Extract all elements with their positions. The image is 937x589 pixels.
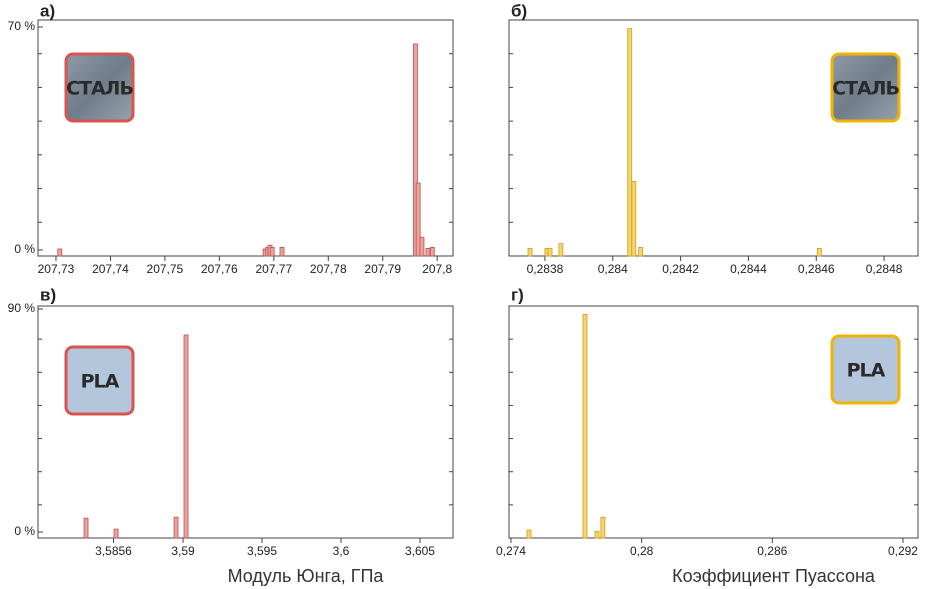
bar xyxy=(173,516,179,539)
panel-label: г) xyxy=(511,285,524,304)
x-tick-label: 3,6 xyxy=(333,544,350,558)
badge-label: СТАЛЬ xyxy=(832,78,899,100)
y-tick-label: 0 % xyxy=(14,524,35,538)
x-tick-label: 0,2844 xyxy=(730,262,767,276)
y-tick-label: 70 % xyxy=(8,19,36,33)
bar xyxy=(631,181,637,257)
bar xyxy=(279,247,285,257)
material-badge xyxy=(64,52,135,123)
plot-frame xyxy=(508,19,919,257)
x-tick-label: 0,284 xyxy=(598,262,628,276)
bar xyxy=(526,529,532,539)
x-axis-label: Модуль Юнга, ГПа xyxy=(228,566,385,586)
badge-label: PLA xyxy=(81,371,120,393)
x-tick-label: 0,2848 xyxy=(866,262,903,276)
bar xyxy=(594,530,600,539)
bar xyxy=(425,247,431,257)
material-badge xyxy=(830,334,901,405)
y-tick-label: 90 % xyxy=(8,301,36,315)
plot-frame xyxy=(37,19,454,257)
x-tick-label: 3,59 xyxy=(171,544,195,558)
x-tick-label: 3,595 xyxy=(247,544,277,558)
bar xyxy=(113,528,119,539)
x-tick-label: 0,2846 xyxy=(798,262,835,276)
x-tick-label: 0,2842 xyxy=(662,262,699,276)
bar xyxy=(269,247,275,257)
bar xyxy=(600,516,606,539)
x-tick-label: 207,79 xyxy=(364,262,401,276)
bar xyxy=(558,243,564,257)
material-badge xyxy=(64,345,135,416)
x-tick-label: 0,274 xyxy=(496,544,526,558)
x-tick-label: 207,78 xyxy=(310,262,347,276)
bar xyxy=(582,314,588,539)
x-tick-label: 3,605 xyxy=(405,544,435,558)
y-tick-label: 0 % xyxy=(14,242,35,256)
bar xyxy=(415,182,421,257)
x-tick-label: 0,28 xyxy=(630,544,654,558)
bar xyxy=(183,334,189,539)
panel-label: а) xyxy=(40,1,55,20)
bar xyxy=(419,236,425,257)
bar xyxy=(627,28,633,257)
x-tick-label: 207,75 xyxy=(147,262,184,276)
panel-label: б) xyxy=(511,1,527,20)
plot-frame xyxy=(508,305,919,539)
x-tick-label: 207,77 xyxy=(255,262,292,276)
bar xyxy=(547,247,553,257)
x-tick-label: 207,76 xyxy=(201,262,238,276)
plot-frame xyxy=(37,305,454,539)
x-tick-label: 0,2838 xyxy=(527,262,564,276)
material-badge xyxy=(830,52,901,123)
bar xyxy=(413,43,418,257)
bar xyxy=(57,248,63,257)
bar xyxy=(527,247,533,257)
x-tick-label: 207,74 xyxy=(92,262,129,276)
x-tick-label: 207,73 xyxy=(38,262,75,276)
x-tick-label: 207,8 xyxy=(422,262,452,276)
x-tick-label: 3,5856 xyxy=(95,544,132,558)
bar xyxy=(638,247,643,257)
bar xyxy=(429,247,435,257)
x-tick-label: 0,292 xyxy=(888,544,918,558)
badge-label: PLA xyxy=(847,360,886,382)
bar xyxy=(816,247,822,257)
x-axis-label: Коэффициент Пуассона xyxy=(672,566,876,586)
panel-label: в) xyxy=(40,285,56,304)
x-tick-label: 0,286 xyxy=(757,544,787,558)
bar xyxy=(83,517,89,539)
badge-label: СТАЛЬ xyxy=(66,78,133,100)
